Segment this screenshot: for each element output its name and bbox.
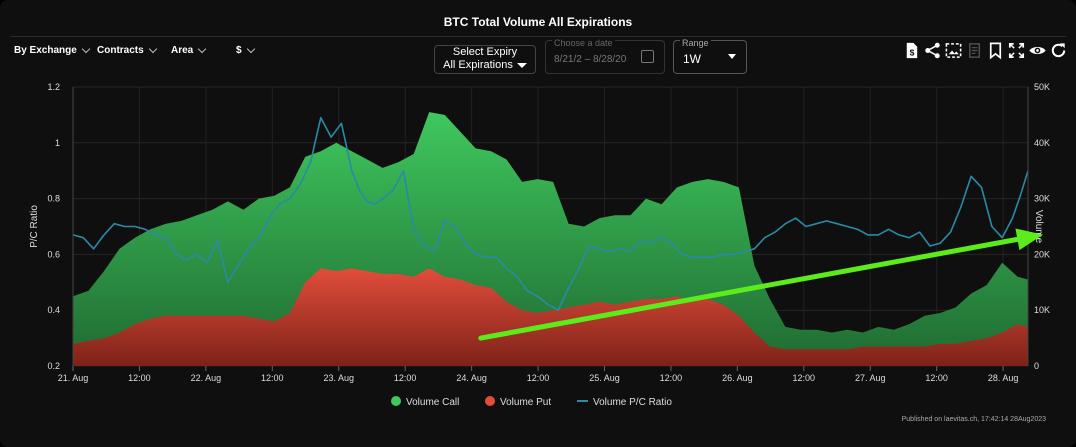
filter-contracts[interactable]: Contracts	[97, 44, 157, 56]
share-icon[interactable]	[923, 41, 942, 60]
y-left-tick-label: 0.4	[47, 305, 60, 315]
eye-icon[interactable]	[1028, 41, 1047, 60]
svg-text:$: $	[910, 47, 915, 57]
date-separator: –	[584, 54, 591, 65]
x-tick-label: 12:00	[660, 373, 683, 383]
x-tick-label: 12:00	[527, 373, 550, 383]
y-left-tick-label: 0.2	[47, 361, 60, 371]
filter-currency-label: $	[236, 45, 242, 56]
chart-title: BTC Total Volume All Expirations	[443, 15, 633, 29]
y-right-tick-label: 30K	[1034, 194, 1050, 204]
y-left-axis-label: P/C Ratio	[29, 205, 40, 248]
date-range-picker[interactable]: Choose a date 8/21/2 – 8/28/20	[545, 38, 665, 74]
x-tick-label: 21. Aug	[58, 373, 89, 383]
x-tick-label: 26. Aug	[722, 373, 753, 383]
y-right-tick-label: 50K	[1034, 82, 1050, 92]
x-tick-label: 27. Aug	[855, 373, 886, 383]
range-label: Range	[680, 38, 711, 48]
legend-label: Volume Put	[500, 397, 551, 408]
filter-contracts-label: Contracts	[97, 45, 144, 56]
filter-by-exchange-label: By Exchange	[14, 45, 77, 56]
calendar-icon[interactable]	[641, 50, 654, 63]
y-right-tick-label: 20K	[1034, 249, 1050, 259]
y-left-tick-label: 1	[55, 138, 60, 148]
date-start: 8/21/2	[554, 54, 582, 65]
filter-area[interactable]: Area	[171, 44, 207, 56]
x-tick-label: 25. Aug	[589, 373, 620, 383]
published-note: Published on laevitas.ch, 17:42:14 28Aug…	[901, 416, 1046, 423]
image-export-icon[interactable]	[944, 41, 963, 60]
bookmark-icon[interactable]	[986, 41, 1005, 60]
select-expiry-value: All Expirations	[443, 59, 513, 71]
x-tick-label: 12:00	[793, 373, 816, 383]
x-tick-label: 24. Aug	[456, 373, 487, 383]
header-divider	[10, 36, 1066, 37]
doc-icon[interactable]	[965, 41, 984, 60]
x-tick-label: 12:00	[261, 373, 284, 383]
x-tick-label: 12:00	[128, 373, 151, 383]
legend-label: Volume P/C Ratio	[593, 397, 672, 408]
fullscreen-icon[interactable]	[1007, 41, 1026, 60]
x-tick-label: 28. Aug	[988, 373, 1019, 383]
select-expiry-dropdown[interactable]: Select Expiry All Expirations	[434, 45, 536, 74]
y-left-tick-label: 0.6	[47, 249, 60, 259]
legend-marker	[485, 396, 495, 406]
y-right-tick-label: 40K	[1034, 138, 1050, 148]
x-tick-label: 22. Aug	[191, 373, 222, 383]
y-left-tick-label: 0.8	[47, 194, 60, 204]
filter-area-label: Area	[171, 45, 194, 56]
filter-currency[interactable]: $	[236, 44, 255, 56]
x-tick-label: 12:00	[925, 373, 948, 383]
range-select[interactable]: Range 1W	[673, 38, 747, 74]
annotation-arrow-shaft	[478, 236, 1020, 341]
annotation-arrow-head	[1015, 228, 1043, 251]
caret-down-icon	[516, 62, 527, 68]
x-tick-label: 23. Aug	[323, 373, 354, 383]
toolbar: $	[902, 41, 1068, 60]
date-end: 8/28/20	[592, 54, 627, 65]
legend-label: Volume Call	[406, 397, 459, 408]
refresh-icon[interactable]	[1049, 41, 1068, 60]
series-volume-pc-ratio-line	[72, 116, 1029, 311]
x-tick-label: 12:00	[394, 373, 417, 383]
series-volume-put-area	[73, 268, 1028, 366]
dollar-doc-icon[interactable]: $	[902, 41, 921, 60]
y-left-tick-label: 1.2	[47, 82, 60, 92]
caret-down-icon	[728, 54, 736, 59]
y-right-tick-label: 10K	[1034, 305, 1050, 315]
y-right-axis-label: Volume	[1033, 210, 1044, 244]
range-value: 1W	[683, 52, 701, 66]
y-right-tick-label: 0	[1034, 361, 1039, 371]
filter-by-exchange[interactable]: By Exchange	[14, 44, 91, 56]
date-range-label: Choose a date	[552, 38, 615, 48]
legend-marker	[391, 396, 401, 406]
select-expiry-label: Select Expiry	[452, 46, 518, 58]
